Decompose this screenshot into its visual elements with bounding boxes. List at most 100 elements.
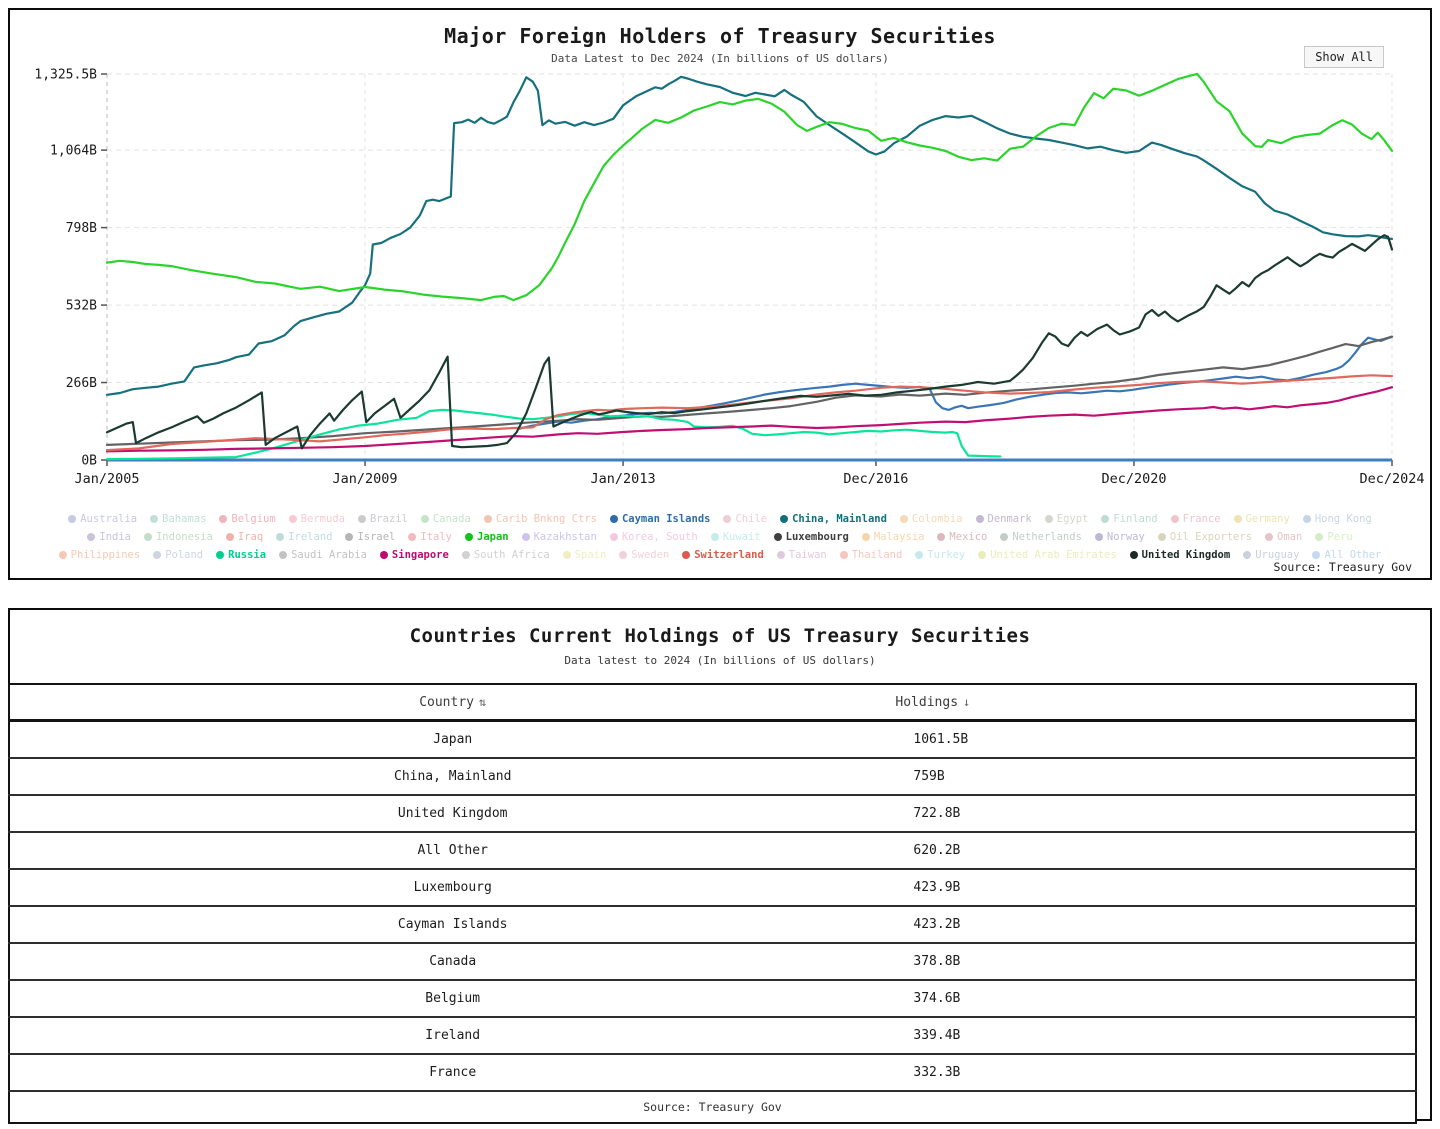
table-source: Source: Treasury Gov — [9, 1090, 1416, 1123]
legend-item-egypt[interactable]: Egypt — [1044, 512, 1088, 526]
legend-dot-icon — [839, 551, 848, 559]
legend-item-russia[interactable]: Russia — [216, 548, 266, 562]
legend-label: Carib Bnkng Ctrs — [495, 513, 597, 525]
legend-item-thailand[interactable]: Thailand — [839, 548, 902, 562]
legend-item-kazakhstan[interactable]: Kazakhstan — [521, 530, 597, 544]
legend-dot-icon — [1233, 515, 1242, 523]
chart-subtitle: Data Latest to Dec 2024 (In billions of … — [551, 52, 889, 65]
legend-item-turkey[interactable]: Turkey — [915, 548, 965, 562]
legend-item-poland[interactable]: Poland — [153, 548, 203, 562]
legend-label: Italy — [420, 531, 452, 543]
legend-dot-icon — [1312, 551, 1321, 559]
legend-item-china-mainland[interactable]: China, Mainland — [780, 512, 887, 526]
legend-dot-icon — [1044, 515, 1053, 523]
legend-item-kuwait[interactable]: Kuwait — [710, 530, 761, 544]
legend-item-singapore[interactable]: Singapore — [379, 548, 449, 562]
y-tick-label: 0B — [81, 454, 97, 469]
country-cell: Belgium — [425, 991, 481, 1006]
legend-item-united-arab-emirates[interactable]: United Arab Emirates — [978, 548, 1117, 562]
legend-item-israel[interactable]: Israel — [345, 530, 395, 544]
sort-desc-icon[interactable]: ↓ — [963, 695, 971, 709]
legend-item-india[interactable]: India — [87, 530, 131, 544]
holdings-table: Country ⇅ Holdings ↓ Japan 1061.5B China, Ma… — [8, 683, 1417, 1124]
legend-dot-icon — [861, 533, 870, 541]
legend-item-japan[interactable]: Japan — [465, 530, 509, 544]
series-line-united-kingdom — [105, 234, 1394, 450]
country-cell: Luxembourg — [413, 880, 492, 895]
legend-item-indonesia[interactable]: Indonesia — [143, 530, 213, 544]
legend-dot-icon — [379, 551, 388, 559]
legend-item-belgium[interactable]: Belgium — [219, 512, 276, 526]
table-header-row: Country ⇅ Holdings ↓ — [9, 684, 1416, 722]
legend-item-taiwan[interactable]: Taiwan — [776, 548, 827, 562]
legend-item-luxembourg[interactable]: Luxembourg — [773, 530, 849, 544]
legend-item-malaysia[interactable]: Malaysia — [861, 530, 924, 544]
legend-item-mexico[interactable]: Mexico — [937, 530, 987, 544]
table-row-canada: Canada 378.8B — [9, 943, 1416, 980]
y-tick-label: 1,064B — [50, 144, 97, 159]
legend-item-denmark[interactable]: Denmark — [975, 512, 1032, 526]
legend-dot-icon — [899, 515, 908, 523]
legend-item-finland[interactable]: Finland — [1101, 512, 1158, 526]
legend-item-all-other[interactable]: All Other — [1312, 548, 1381, 562]
legend-item-spain[interactable]: Spain — [562, 548, 606, 562]
legend-item-netherlands[interactable]: Netherlands — [1000, 530, 1082, 544]
legend-item-sweden[interactable]: Sweden — [619, 548, 669, 562]
legend-dot-icon — [521, 533, 530, 541]
legend-item-cayman-islands[interactable]: Cayman Islands — [609, 512, 710, 526]
legend-item-italy[interactable]: Italy — [408, 530, 452, 544]
x-tick-label: Dec/2024 — [1359, 471, 1424, 487]
legend-label: Bermuda — [300, 513, 345, 525]
legend-item-canada[interactable]: Canada — [420, 512, 471, 526]
legend-item-chile[interactable]: Chile — [723, 512, 767, 526]
legend-item-saudi-arabia[interactable]: Saudi Arabia — [279, 548, 367, 562]
legend-item-philippines[interactable]: Philippines — [58, 548, 140, 562]
legend-item-iraq[interactable]: Iraq — [225, 530, 264, 544]
country-cell: Cayman Islands — [397, 917, 508, 932]
legend-dot-icon — [225, 533, 234, 541]
legend-label: Iraq — [237, 531, 264, 543]
legend-label: Brazil — [369, 513, 408, 525]
holdings-cell: 722.8B — [913, 806, 961, 821]
legend-item-peru[interactable]: Peru — [1315, 530, 1353, 544]
column-header-holdings[interactable]: Holdings ↓ — [895, 684, 1416, 722]
legend-item-oman[interactable]: Oman — [1265, 530, 1302, 544]
legend-label: Netherlands — [1012, 531, 1082, 543]
legend-item-switzerland[interactable]: Switzerland — [682, 548, 764, 562]
legend-item-france[interactable]: France — [1170, 512, 1221, 526]
column-header-country[interactable]: Country ⇅ — [9, 684, 896, 722]
legend-item-colombia[interactable]: Colombia — [899, 512, 963, 526]
column-label: Holdings — [895, 695, 959, 710]
legend-item-brazil[interactable]: Brazil — [357, 512, 408, 526]
legend-dot-icon — [915, 551, 924, 559]
table-row-united-kingdom: United Kingdom 722.8B — [9, 795, 1416, 832]
legend-dot-icon — [723, 515, 732, 523]
holdings-line-chart: 0B 266B 532B 798B 1,064B 1,325.5B Jan/2005 Jan/… — [34, 68, 1424, 488]
holdings-cell: 620.2B — [913, 843, 961, 858]
country-cell: United Kingdom — [397, 806, 508, 821]
sort-both-icon[interactable]: ⇅ — [478, 695, 487, 709]
country-cell: China, Mainland — [394, 769, 512, 784]
legend-item-korea-south[interactable]: Korea, South — [609, 530, 698, 544]
legend-item-australia[interactable]: Australia — [68, 512, 137, 526]
legend-item-uruguay[interactable]: Uruguay — [1243, 548, 1299, 562]
holdings-cell: 1061.5B — [913, 732, 969, 747]
legend-label: Russia — [228, 549, 267, 561]
legend-item-united-kingdom[interactable]: United Kingdom — [1129, 548, 1230, 562]
holdings-cell: 332.3B — [913, 1065, 961, 1080]
legend-dot-icon — [1129, 551, 1138, 559]
show-all-button[interactable]: Show All — [1304, 46, 1384, 68]
legend-item-hong-kong[interactable]: Hong Kong — [1302, 512, 1372, 526]
legend-label: Norway — [1106, 531, 1145, 543]
legend-item-norway[interactable]: Norway — [1094, 530, 1145, 544]
holdings-cell: 423.2B — [913, 917, 961, 932]
legend-dot-icon — [1315, 533, 1324, 541]
legend-item-south-africa[interactable]: South Africa — [461, 548, 550, 562]
legend-item-oil-exporters[interactable]: Oil Exporters — [1157, 530, 1252, 544]
legend-item-bahamas[interactable]: Bahamas — [150, 512, 206, 526]
legend-item-carib-bnkng-ctrs[interactable]: Carib Bnkng Ctrs — [483, 512, 597, 526]
legend-dot-icon — [682, 551, 691, 559]
legend-item-bermuda[interactable]: Bermuda — [288, 512, 345, 526]
legend-item-germany[interactable]: Germany — [1233, 512, 1290, 526]
legend-item-ireland[interactable]: Ireland — [276, 530, 332, 544]
